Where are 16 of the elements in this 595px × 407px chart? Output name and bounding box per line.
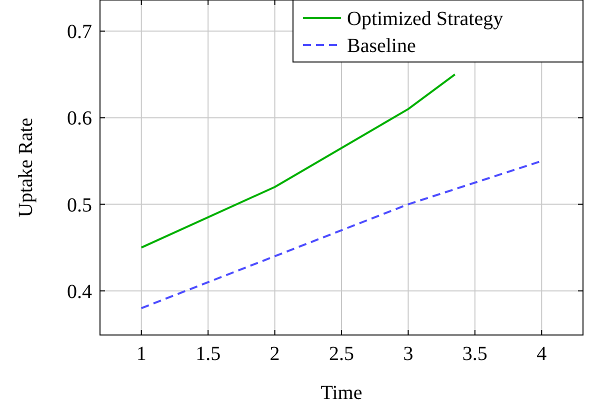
- line-series: [140, 73, 456, 249]
- y-tick-label: 0.7: [67, 21, 92, 44]
- y-tick-label: 0.6: [67, 108, 92, 130]
- y-tick-label: 0.5: [67, 194, 92, 216]
- x-axis-title: Time: [320, 382, 362, 404]
- x-tick-label: 1.5: [196, 343, 221, 365]
- legend-label: Baseline: [347, 35, 416, 57]
- legend-label: Optimized Strategy: [347, 8, 504, 30]
- y-tick-label: 0.4: [67, 280, 92, 303]
- x-tick-label: 1: [136, 343, 146, 365]
- x-tick-label: 3: [403, 343, 414, 365]
- x-tick-label: 3.5: [462, 343, 488, 365]
- x-tick-label: 2: [270, 343, 280, 365]
- x-tick-label: 2.5: [329, 343, 354, 365]
- x-tick-label: 4: [536, 343, 547, 365]
- y-axis-title: Uptake Rate: [15, 118, 37, 218]
